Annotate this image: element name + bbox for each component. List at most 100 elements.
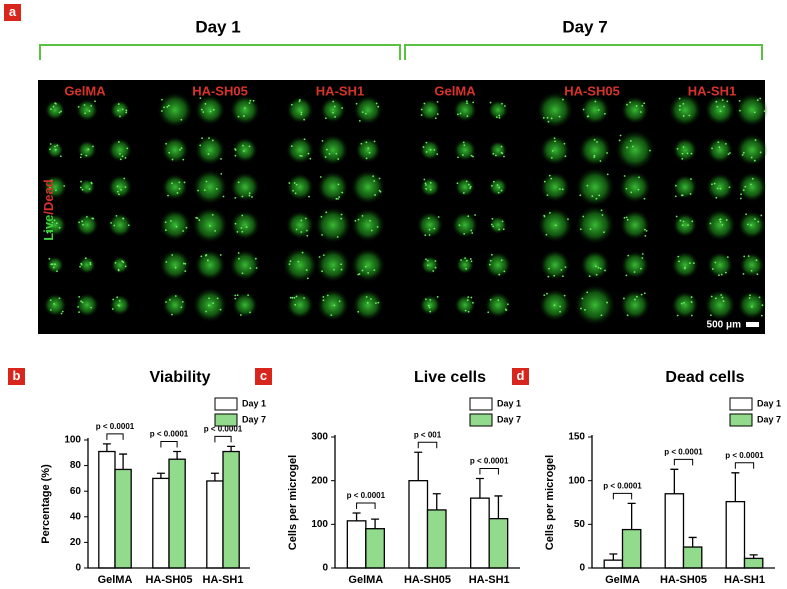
cell-speck (180, 118, 183, 121)
cell-cluster (351, 208, 385, 242)
chart-title: Live cells (414, 369, 486, 386)
cell-speck (378, 177, 381, 180)
cell-speck (91, 217, 94, 220)
cell-speck (51, 221, 54, 224)
cell-speck (290, 103, 293, 106)
cell-speck (340, 213, 343, 216)
cell-speck (686, 152, 689, 155)
cell-cluster (316, 248, 350, 282)
cell-speck (222, 195, 225, 198)
cell-speck (760, 314, 763, 317)
cell-cluster (672, 212, 698, 238)
cell-speck (715, 100, 718, 103)
cell-cluster (454, 294, 476, 316)
cell-speck (495, 116, 498, 119)
y-tick-label: 0 (579, 563, 585, 574)
y-tick-label: 300 (311, 432, 328, 443)
cell-speck (117, 103, 120, 105)
cell-cluster (110, 100, 130, 120)
cell-speck (721, 296, 724, 299)
cell-speck (79, 265, 81, 268)
x-tick-label: HA-SH05 (660, 574, 707, 586)
significance-bracket (673, 458, 694, 466)
cell-speck (618, 139, 621, 142)
cell-speck (365, 157, 368, 160)
cell-speck (756, 273, 759, 276)
cell-speck (724, 142, 727, 145)
cell-speck (370, 298, 372, 300)
cell-speck (470, 260, 473, 263)
cell-speck (234, 154, 237, 157)
cell-speck (340, 263, 343, 266)
cell-speck (690, 314, 693, 317)
cell-speck (742, 189, 745, 192)
cell-speck (319, 176, 322, 178)
cell-speck (357, 310, 360, 313)
cell-speck (472, 155, 474, 158)
cell-speck (715, 196, 718, 199)
cell-speck (689, 262, 691, 264)
cell-speck (79, 186, 82, 189)
cell-speck (203, 189, 206, 192)
axes (87, 438, 250, 569)
cell-speck (721, 99, 724, 101)
cell-cluster (229, 249, 261, 281)
cell-speck (183, 181, 186, 184)
cell-cluster (162, 292, 188, 318)
chart-title: Viability (149, 369, 210, 386)
cell-speck (88, 188, 91, 190)
cell-speck (630, 191, 633, 194)
cell-cluster (735, 93, 769, 127)
cell-speck (54, 263, 56, 266)
cell-speck (81, 188, 84, 191)
cell-cluster (578, 133, 612, 167)
cell-speck (78, 221, 81, 224)
x-tick-label: HA-SH05 (145, 574, 192, 586)
cell-speck (355, 102, 358, 105)
cell-speck (560, 269, 563, 271)
y-tick-label: 0 (75, 563, 81, 574)
cell-speck (174, 295, 177, 297)
cell-speck (506, 303, 509, 306)
cell-speck (682, 220, 685, 223)
cell-speck (361, 111, 364, 113)
cell-speck (428, 234, 431, 236)
cell-cluster (620, 210, 650, 240)
cell-cluster (317, 171, 349, 203)
cell-speck (120, 188, 122, 191)
cell-cluster (43, 213, 67, 237)
cell-cluster (192, 169, 228, 205)
significance-label: p < 0.0001 (470, 457, 509, 466)
cell-speck (641, 104, 644, 107)
cell-speck (720, 273, 723, 276)
cell-speck (237, 252, 240, 254)
error-bar (627, 502, 636, 530)
cell-speck (295, 295, 298, 298)
cell-cluster (615, 130, 655, 170)
cell-speck (639, 111, 642, 113)
significance-bracket (612, 492, 633, 500)
cell-speck (49, 186, 51, 189)
cell-cluster (351, 248, 385, 282)
cell-speck (691, 220, 694, 223)
cell-speck (498, 116, 501, 119)
cell-speck (116, 185, 119, 188)
cell-speck (367, 147, 370, 150)
cell-speck (674, 195, 677, 198)
cell-speck (729, 152, 731, 154)
cell-speck (56, 270, 58, 273)
cell-speck (682, 102, 685, 105)
cell-cluster (351, 170, 385, 204)
cell-cluster (108, 175, 132, 199)
cell-speck (334, 115, 336, 118)
cell-speck (289, 296, 292, 299)
cell-speck (49, 143, 52, 145)
legend-label: Day 1 (757, 398, 781, 408)
cell-speck (643, 197, 646, 200)
y-tick-label: 150 (568, 432, 585, 443)
cell-speck (288, 182, 291, 184)
bar (114, 468, 132, 569)
cell-speck (83, 104, 86, 106)
cell-speck (423, 102, 426, 105)
cell-speck (199, 144, 202, 147)
